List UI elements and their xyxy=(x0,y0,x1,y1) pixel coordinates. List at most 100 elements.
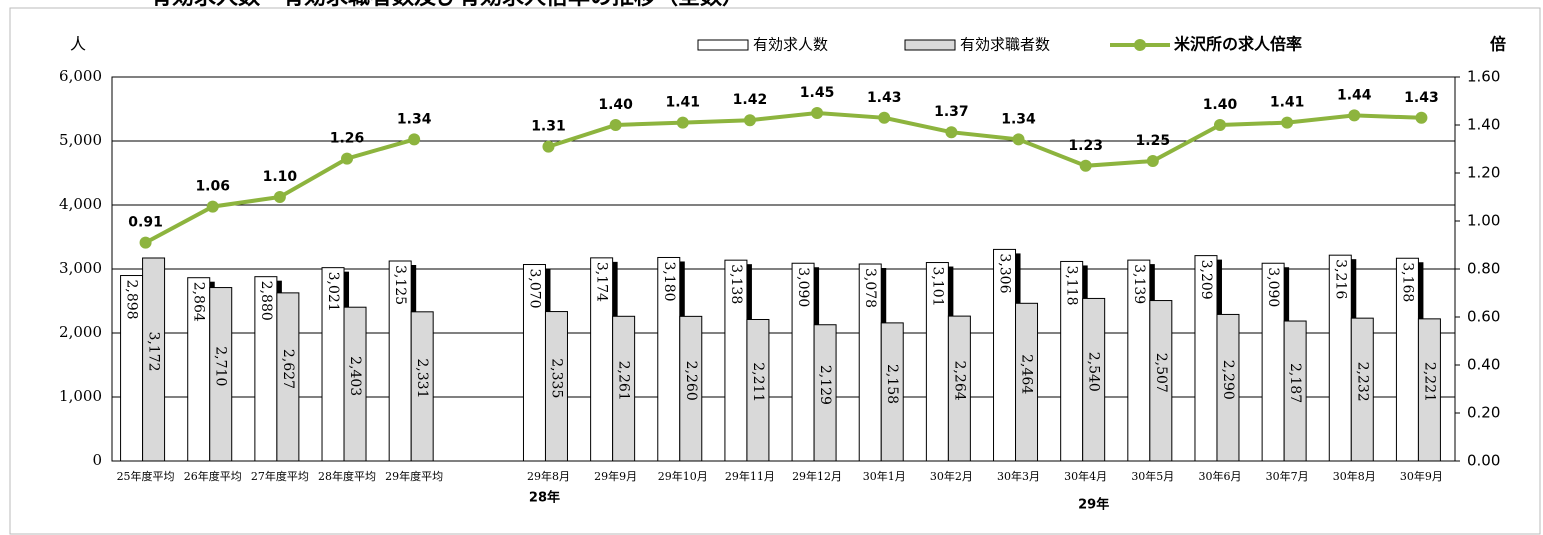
rate-point xyxy=(1348,109,1361,122)
bar-value-label: 2,290 xyxy=(1220,360,1236,400)
y-tick-label: 6,000 xyxy=(59,67,102,85)
bar-value-label: 2,158 xyxy=(884,364,900,404)
bar xyxy=(276,292,300,462)
x-tick-label: 27年度平均 xyxy=(251,469,309,483)
bar xyxy=(1350,317,1374,462)
rate-value-label: 1.10 xyxy=(263,169,298,185)
rate-line xyxy=(547,110,1422,168)
y-tick-label: 0 xyxy=(92,451,102,469)
x-tick-label: 30年2月 xyxy=(930,469,973,483)
rate-point xyxy=(811,107,824,119)
rate-point xyxy=(676,116,689,129)
rate-point xyxy=(206,200,219,213)
bar xyxy=(612,315,636,462)
bar-value-label: 2,540 xyxy=(1086,352,1102,392)
rate-point xyxy=(542,140,555,153)
bar-value-label: 3,078 xyxy=(862,268,878,308)
bar-value-label: 3,174 xyxy=(594,262,610,302)
x-tick-label: 26年度平均 xyxy=(184,469,242,483)
chart-title: 有効求人数・有効求職者数及び有効求人倍率の推移（全数） xyxy=(150,0,744,10)
bar xyxy=(343,306,367,462)
rate-point xyxy=(408,133,421,146)
rate-point xyxy=(273,191,286,203)
bar-value-label: 2,335 xyxy=(548,358,564,398)
bar-value-label: 2,627 xyxy=(280,349,296,389)
bar-value-label: 3,090 xyxy=(795,267,811,307)
rate-point xyxy=(1079,159,1092,172)
bar-value-label: 3,180 xyxy=(661,261,677,301)
bar-value-label: 2,211 xyxy=(750,362,766,402)
rate-point xyxy=(1146,155,1159,167)
rate-value-label: 1.41 xyxy=(1270,95,1305,111)
bar-value-label: 2,403 xyxy=(347,356,363,396)
x-tick-label: 29年11月 xyxy=(725,469,775,483)
rate-point xyxy=(945,126,958,139)
rate-point xyxy=(609,119,622,131)
rate-value-label: 1.34 xyxy=(397,111,432,127)
bar xyxy=(1082,297,1106,462)
rate-point xyxy=(878,111,891,124)
bar-value-label: 2,261 xyxy=(616,361,632,401)
bar xyxy=(1015,302,1039,462)
legend-label: 有効求人数 xyxy=(753,36,828,54)
bar xyxy=(1417,318,1441,462)
bar xyxy=(880,322,904,462)
rate-value-label: 1.23 xyxy=(1068,138,1103,154)
rate-value-label: 1.06 xyxy=(195,179,230,195)
period-label: 29年 xyxy=(1078,497,1109,513)
y2-tick-label: 0.40 xyxy=(1467,356,1500,374)
y2-tick-label: 1.60 xyxy=(1467,68,1500,86)
bar-value-label: 3,118 xyxy=(1064,265,1080,305)
legend-label: 米沢所の求人倍率 xyxy=(1174,35,1302,54)
bar-value-label: 2,464 xyxy=(1019,354,1035,394)
rate-value-label: 1.40 xyxy=(598,97,633,113)
rate-point xyxy=(1281,116,1294,129)
bar-value-label: 2,880 xyxy=(258,281,274,321)
rate-point xyxy=(341,152,354,165)
y2-tick-label: 1.20 xyxy=(1467,164,1500,182)
x-tick-label: 29年9月 xyxy=(594,469,637,483)
rate-value-label: 1.25 xyxy=(1136,133,1171,149)
bar xyxy=(1216,313,1240,462)
y2-tick-label: 0.80 xyxy=(1467,260,1500,278)
bar-value-label: 2,710 xyxy=(213,346,229,386)
rate-value-label: 1.40 xyxy=(1203,97,1238,113)
bar xyxy=(813,324,837,462)
legend-label: 有効求職者数 xyxy=(960,36,1050,54)
y2-tick-label: 0.00 xyxy=(1467,452,1500,470)
x-tick-label: 30年9月 xyxy=(1400,469,1443,483)
rate-point xyxy=(139,236,152,249)
rate-point xyxy=(1012,133,1025,146)
rate-value-label: 1.43 xyxy=(1404,90,1439,106)
bar-value-label: 2,331 xyxy=(414,358,430,398)
bar-value-label: 3,138 xyxy=(728,264,744,304)
x-tick-label: 29年度平均 xyxy=(385,469,443,483)
rate-value-label: 1.31 xyxy=(531,119,566,135)
y2-tick-label: 1.00 xyxy=(1467,212,1500,230)
y-tick-label: 2,000 xyxy=(59,323,102,341)
bar-value-label: 2,129 xyxy=(817,365,833,405)
rate-value-label: 1.41 xyxy=(666,95,701,111)
y-tick-label: 1,000 xyxy=(59,387,102,405)
x-tick-label: 25年度平均 xyxy=(117,469,175,483)
y2-tick-label: 0.20 xyxy=(1467,404,1500,422)
bar xyxy=(1283,320,1307,462)
x-tick-label: 30年7月 xyxy=(1266,469,1309,483)
bar xyxy=(1149,300,1173,462)
y-tick-label: 3,000 xyxy=(59,259,102,277)
x-tick-label: 29年8月 xyxy=(527,469,570,483)
bar-value-label: 3,209 xyxy=(1198,260,1214,300)
x-tick-label: 30年5月 xyxy=(1131,469,1174,483)
y2-axis-label: 倍 xyxy=(1490,35,1506,54)
bar xyxy=(947,315,971,462)
rate-value-label: 1.45 xyxy=(800,85,835,101)
bar-value-label: 3,306 xyxy=(997,253,1013,293)
x-tick-label: 29年10月 xyxy=(658,469,708,483)
bar-value-label: 3,090 xyxy=(1265,267,1281,307)
rate-point xyxy=(1415,111,1428,124)
bar-value-label: 3,168 xyxy=(1399,262,1415,302)
x-tick-label: 30年4月 xyxy=(1064,469,1107,483)
bar-value-label: 3,172 xyxy=(146,331,162,371)
x-tick-label: 30年1月 xyxy=(863,469,906,483)
